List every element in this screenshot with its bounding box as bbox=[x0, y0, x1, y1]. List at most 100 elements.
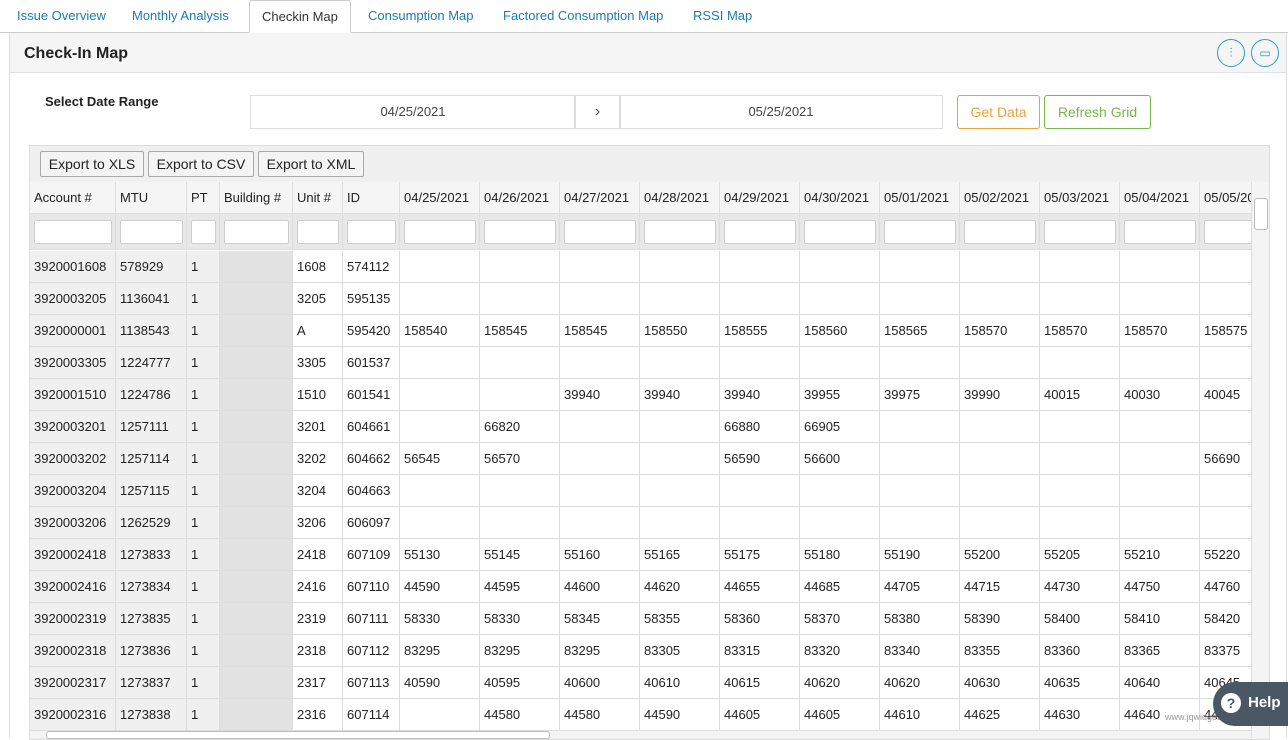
column-header[interactable]: MTU bbox=[116, 182, 187, 214]
table-cell bbox=[220, 379, 293, 411]
export-xls-button[interactable]: Export to XLS bbox=[40, 151, 144, 177]
table-cell bbox=[640, 283, 720, 315]
table-cell: 83315 bbox=[720, 635, 800, 667]
table-cell bbox=[220, 347, 293, 379]
table-cell bbox=[960, 347, 1040, 379]
table-cell: 3920002319 bbox=[30, 603, 116, 635]
column-header[interactable]: 04/29/2021 bbox=[720, 182, 800, 214]
table-cell: 3920003206 bbox=[30, 507, 116, 539]
column-header[interactable]: 04/25/2021 bbox=[400, 182, 480, 214]
table-cell: 56570 bbox=[480, 443, 560, 475]
table-cell: 606097 bbox=[343, 507, 400, 539]
table-cell: 604663 bbox=[343, 475, 400, 507]
filter-input[interactable] bbox=[34, 220, 112, 244]
column-header[interactable]: 04/30/2021 bbox=[800, 182, 880, 214]
table-cell: 1224786 bbox=[116, 379, 187, 411]
column-header[interactable]: 05/04/2021 bbox=[1120, 182, 1200, 214]
table-cell: 44730 bbox=[1040, 571, 1120, 603]
table-cell bbox=[880, 507, 960, 539]
table-cell bbox=[1200, 411, 1251, 443]
table-cell: 3920003202 bbox=[30, 443, 116, 475]
column-header[interactable]: Building # bbox=[220, 182, 293, 214]
filter-input[interactable] bbox=[724, 220, 796, 244]
column-header[interactable]: 04/27/2021 bbox=[560, 182, 640, 214]
tab[interactable]: RSSI Map bbox=[693, 0, 752, 31]
table-cell: 55130 bbox=[400, 539, 480, 571]
info-icon[interactable]: ⫶ bbox=[1217, 39, 1245, 67]
screen-icon[interactable]: ▭ bbox=[1251, 39, 1279, 67]
tab[interactable]: Factored Consumption Map bbox=[503, 0, 663, 31]
get-data-button[interactable]: Get Data bbox=[957, 95, 1040, 129]
table-cell: 55160 bbox=[560, 539, 640, 571]
filter-input[interactable] bbox=[644, 220, 716, 244]
table-cell: A bbox=[293, 315, 343, 347]
filter-input[interactable] bbox=[1124, 220, 1196, 244]
table-cell: 1273834 bbox=[116, 571, 187, 603]
filter-input[interactable] bbox=[804, 220, 876, 244]
table-cell: 3920003204 bbox=[30, 475, 116, 507]
vertical-scrollbar[interactable] bbox=[1251, 182, 1269, 738]
table-cell: 55210 bbox=[1120, 539, 1200, 571]
table-cell: 44600 bbox=[560, 571, 640, 603]
tab[interactable]: Checkin Map bbox=[249, 0, 351, 33]
column-header[interactable]: Unit # bbox=[293, 182, 343, 214]
help-button[interactable]: ? Help bbox=[1213, 682, 1288, 726]
table-cell bbox=[960, 283, 1040, 315]
column-header[interactable]: PT bbox=[187, 182, 220, 214]
help-icon: ? bbox=[1221, 693, 1241, 713]
tab[interactable]: Consumption Map bbox=[368, 0, 474, 31]
filter-input[interactable] bbox=[1044, 220, 1116, 244]
column-header[interactable]: 05/05/2021 bbox=[1200, 182, 1251, 214]
filter-input[interactable] bbox=[120, 220, 183, 244]
table-cell: 1262529 bbox=[116, 507, 187, 539]
table-cell bbox=[480, 379, 560, 411]
refresh-grid-button[interactable]: Refresh Grid bbox=[1044, 95, 1151, 129]
tab[interactable]: Monthly Analysis bbox=[132, 0, 229, 31]
table-cell bbox=[960, 507, 1040, 539]
column-header[interactable]: 05/03/2021 bbox=[1040, 182, 1120, 214]
table-cell: 1273836 bbox=[116, 635, 187, 667]
end-date[interactable]: 05/25/2021 bbox=[619, 95, 943, 129]
filter-input[interactable] bbox=[884, 220, 956, 244]
table-cell: 601541 bbox=[343, 379, 400, 411]
filter-input[interactable] bbox=[191, 220, 216, 244]
column-header[interactable]: 04/26/2021 bbox=[480, 182, 560, 214]
table-cell: 55165 bbox=[640, 539, 720, 571]
column-header[interactable]: 05/02/2021 bbox=[960, 182, 1040, 214]
table-cell: 44595 bbox=[480, 571, 560, 603]
column-header[interactable]: ID bbox=[343, 182, 400, 214]
horizontal-scrollbar[interactable] bbox=[30, 731, 1251, 738]
filter-input[interactable] bbox=[1204, 220, 1251, 244]
filter-input[interactable] bbox=[224, 220, 289, 244]
scroll-thumb[interactable] bbox=[1254, 198, 1268, 230]
table-cell: 40030 bbox=[1120, 379, 1200, 411]
table-cell: 56590 bbox=[720, 443, 800, 475]
table-cell bbox=[400, 283, 480, 315]
table-cell: 158555 bbox=[720, 315, 800, 347]
table-cell bbox=[400, 699, 480, 731]
column-header[interactable]: Account # bbox=[30, 182, 116, 214]
filter-input[interactable] bbox=[297, 220, 339, 244]
filter-input[interactable] bbox=[964, 220, 1036, 244]
start-date[interactable]: 04/25/2021 bbox=[250, 95, 576, 129]
table-cell bbox=[720, 283, 800, 315]
column-header[interactable]: 05/01/2021 bbox=[880, 182, 960, 214]
filter-input[interactable] bbox=[404, 220, 476, 244]
table-cell bbox=[880, 283, 960, 315]
table-cell bbox=[880, 443, 960, 475]
table-cell bbox=[640, 251, 720, 283]
table-cell: 40600 bbox=[560, 667, 640, 699]
export-csv-button[interactable]: Export to CSV bbox=[148, 151, 254, 177]
export-xml-button[interactable]: Export to XML bbox=[258, 151, 364, 177]
table-cell: 574112 bbox=[343, 251, 400, 283]
filter-input[interactable] bbox=[484, 220, 556, 244]
filter-input[interactable] bbox=[564, 220, 636, 244]
table-cell: 58345 bbox=[560, 603, 640, 635]
filter-input[interactable] bbox=[347, 220, 396, 244]
table-cell: 607111 bbox=[343, 603, 400, 635]
tab[interactable]: Issue Overview bbox=[17, 0, 106, 31]
column-header[interactable]: 04/28/2021 bbox=[640, 182, 720, 214]
table-cell: 56600 bbox=[800, 443, 880, 475]
table-cell: 40015 bbox=[1040, 379, 1120, 411]
table-cell: 1257115 bbox=[116, 475, 187, 507]
